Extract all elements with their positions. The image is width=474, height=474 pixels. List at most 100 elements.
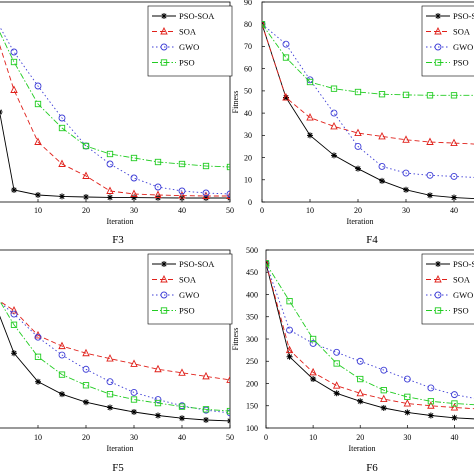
chart-f3-series-group	[0, 26, 230, 201]
chart-f4-series-2-point-6	[402, 169, 410, 177]
chart-f4-legend-label-2: GWO	[453, 42, 473, 52]
chart-f3-series-1-line	[0, 44, 230, 197]
chart-f4-frame	[261, 1, 474, 203]
chart-f4-series-3-point-1	[282, 54, 290, 61]
chart-f6-ytick-label-8: 500	[246, 246, 258, 255]
chart-f4-series-1-point-4	[354, 128, 362, 137]
chart-f6-legend-label-2: GWO	[453, 290, 473, 300]
chart-f6-series-3-line	[266, 263, 474, 406]
chart-f4-series-2-point-5	[378, 162, 386, 170]
chart-f5-series-1-point-8	[178, 368, 186, 376]
chart-f4-series-2-point-7	[426, 171, 434, 179]
chart-f6-ytick-label-6: 400	[246, 290, 258, 299]
chart-f4-ytick-label-3: 30	[244, 131, 252, 140]
chart-f6-series-1-point-5	[380, 394, 388, 403]
chart-f4-series-2-point-4	[354, 142, 362, 150]
chart-f5-series-0-point-10	[227, 417, 230, 424]
chart-f6-series-2-point-3	[333, 348, 341, 356]
chart-f5-series-1-point-5	[106, 354, 114, 362]
chart-f3-series-1-point-4	[82, 171, 90, 179]
chart-f3-series-2-point-2	[34, 82, 42, 90]
chart-f3-series-3-point-1	[10, 58, 18, 66]
chart-f6-xlabel: Iteration	[348, 444, 375, 453]
chart-f6-series-3-point-1	[286, 298, 293, 305]
chart-f3-series-0-line	[0, 111, 230, 199]
chart-f3-series-3-point-2	[34, 100, 42, 108]
chart-f3-series-3-point-6	[130, 154, 138, 162]
chart-f6-series-3-point-8	[451, 400, 458, 407]
chart-f6-series-3-point-5	[380, 387, 387, 394]
chart-f6-legend-label-0: PSO-SOA	[453, 259, 474, 269]
chart-f4-caption: F4	[366, 234, 378, 246]
chart-f4-series-0-point-2	[307, 132, 313, 139]
chart-f3-series-1-point-1	[10, 85, 18, 93]
chart-f4-legend-label-1: SOA	[453, 27, 471, 37]
chart-f5-series-2-point-5	[106, 378, 114, 386]
chart-f5-series-3-point-5	[106, 391, 114, 398]
chart-f5-series-1-point-7	[154, 364, 162, 373]
chart-f5-series-1-point-3	[58, 341, 66, 350]
chart-f3-series-3-point-5	[106, 150, 114, 158]
chart-f6-ylabel: Fitness	[231, 328, 240, 351]
chart-f3-xlabel: Iteration	[106, 217, 133, 226]
chart-f4-series-0-point-1	[283, 94, 289, 101]
chart-f6-series-1-point-3	[332, 381, 341, 389]
chart-f6-series-1-point-4	[356, 388, 364, 397]
chart-f3-series-3-point-7	[154, 158, 162, 166]
chart-f4: 0 10 20 30 40 0 10 20 30 40 50 60 70 80 90 Iteration Fit…	[231, 0, 474, 246]
chart-f4-series-0-point-8	[451, 194, 457, 201]
chart-f5-series-3-point-4	[82, 382, 90, 389]
chart-f6-series-0-point-7	[427, 412, 434, 419]
chart-f5-series-0-point-1	[11, 350, 17, 357]
chart-f4-series-0-line	[262, 24, 474, 199]
chart-f5-xtick-label-0: 10	[34, 433, 42, 442]
chart-f4-series-3-point-6	[402, 91, 410, 99]
chart-f3-series-3-point-10	[226, 163, 230, 171]
chart-f3-series-1-point-5	[106, 186, 114, 194]
chart-f6-series-2-point-2	[309, 340, 317, 347]
chart-f6-series-2-point-4	[356, 357, 364, 365]
chart-f5-series-1-point-9	[202, 371, 210, 380]
chart-f4-series-3-line	[262, 23, 474, 96]
chart-f6-legend-box	[421, 253, 474, 325]
chart-f5-legend-marker-2	[160, 291, 168, 299]
chart-f3-series-1-point-3	[58, 159, 66, 167]
chart-f3-xtick-label-2: 30	[130, 206, 138, 215]
chart-f5-caption: F5	[112, 462, 124, 474]
chart-f6-series-1-point-1	[285, 345, 294, 354]
chart-f6-xtick-label-1: 10	[309, 433, 317, 442]
chart-f5-series-3-point-1	[10, 321, 18, 328]
chart-f4-series-1-point-1	[282, 93, 290, 101]
chart-f4-legend-marker-1	[434, 26, 442, 35]
chart-f4-ytick-label-6: 60	[244, 64, 252, 73]
chart-f6-series-group	[266, 258, 474, 421]
chart-f6-series-1-point-8	[450, 403, 459, 411]
chart-f4-ytick-label-4: 40	[244, 109, 252, 118]
chart-f3-caption: F3	[112, 234, 124, 246]
chart-f6-series-3-point-2	[309, 335, 317, 343]
chart-f4-series-0-point-5	[379, 177, 385, 184]
chart-f5-xtick-label-1: 20	[82, 433, 90, 442]
chart-f5-series-3-point-2	[34, 353, 42, 360]
chart-f3-legend-label-2: GWO	[179, 42, 199, 52]
chart-f5-legend-marker-1	[160, 274, 168, 283]
chart-f3-legend-label-0: PSO-SOA	[179, 11, 215, 21]
chart-f5-series-1-point-6	[130, 359, 138, 367]
chart-f3-series-3-point-9	[202, 162, 210, 170]
chart-f6-series-2-point-6	[403, 375, 411, 383]
chart-f5-frame	[0, 249, 231, 429]
chart-f5-series-3-point-7	[154, 399, 162, 407]
chart-f6-xtick-label-0: 0	[264, 433, 268, 442]
chart-f5-series-1-point-10	[226, 375, 230, 383]
chart-f6-series-3-point-7	[427, 398, 435, 405]
chart-f3-xtick-label-4: 50	[226, 206, 234, 215]
chart-f3-legend-marker-0	[161, 13, 167, 19]
chart-f5-xtick-label-2: 30	[130, 433, 138, 442]
chart-f5-series-0-point-5	[107, 404, 113, 411]
chart-f4-series-3-point-5	[378, 91, 386, 98]
chart-f6-caption: F6	[366, 462, 378, 474]
chart-f5-series-0-point-7	[155, 412, 161, 419]
chart-f3-series-0-point-10	[203, 195, 209, 201]
chart-f4-ytick-label-8: 80	[244, 20, 252, 29]
chart-f3-series-2-point-3	[58, 114, 66, 122]
